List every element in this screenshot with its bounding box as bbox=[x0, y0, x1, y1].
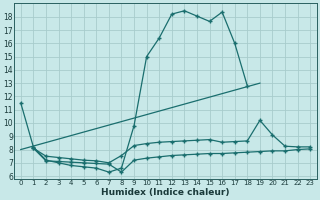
X-axis label: Humidex (Indice chaleur): Humidex (Indice chaleur) bbox=[101, 188, 230, 197]
